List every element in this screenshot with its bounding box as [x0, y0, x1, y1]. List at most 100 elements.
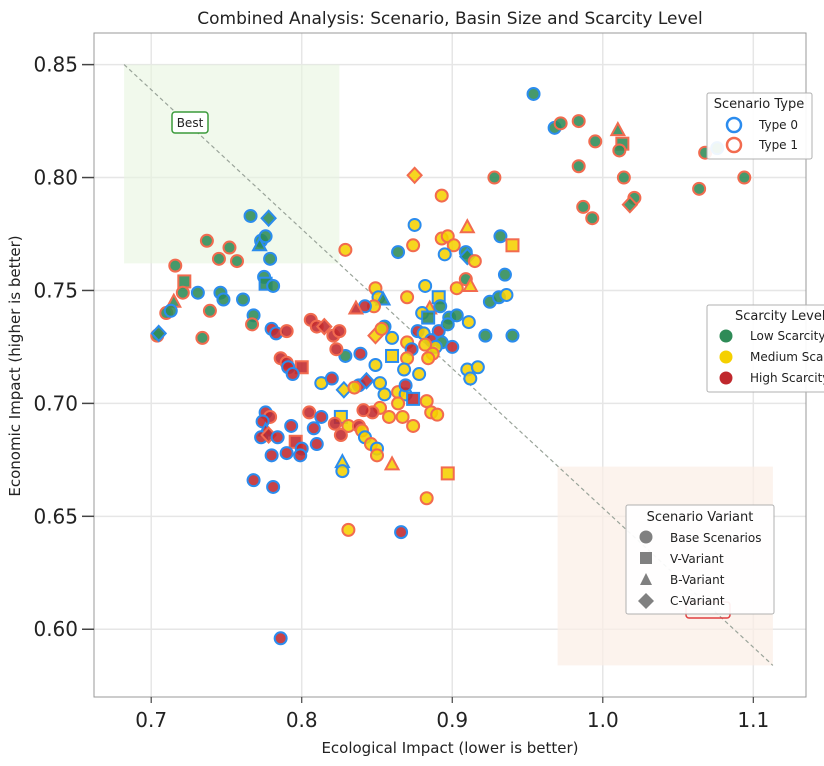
data-point-base: [211, 251, 226, 266]
legend-base-label: Base Scenarios: [670, 531, 761, 545]
data-point-base: [374, 321, 389, 336]
data-point-base: [175, 285, 190, 300]
legend-v-marker: [640, 552, 652, 564]
legend-scarcity-title: Scarcity Level: [735, 309, 824, 324]
data-point-base: [199, 233, 214, 248]
data-point-base: [243, 208, 258, 223]
data-point-v-variant: [294, 360, 309, 375]
data-point-base: [692, 181, 707, 196]
best-region: [124, 64, 340, 264]
data-point-base: [377, 387, 392, 402]
data-point-base: [478, 328, 493, 343]
x-tick-label: 0.9: [436, 708, 468, 732]
data-point-base: [338, 348, 353, 363]
y-tick-label: 0.75: [33, 278, 78, 302]
data-point-base: [397, 362, 412, 377]
data-point-base: [302, 405, 317, 420]
data-point-base: [341, 522, 356, 537]
data-point-base: [391, 396, 406, 411]
data-point-base: [576, 199, 591, 214]
data-point-c-variant: [315, 317, 333, 336]
data-point-base: [418, 337, 433, 352]
data-point-base: [230, 254, 245, 269]
data-point-base: [395, 409, 410, 424]
legend-scarcity-level: Scarcity Level Low Scarcity Medium Scarc…: [706, 304, 824, 393]
data-point-base: [616, 170, 631, 185]
x-tick-label: 1.1: [737, 708, 769, 732]
data-point-base: [505, 328, 520, 343]
legend-low-label: Low Scarcity: [750, 329, 824, 343]
data-point-v-variant: [421, 310, 436, 325]
data-point-b-variant: [459, 218, 476, 234]
data-point-base: [264, 448, 279, 463]
data-point-base: [400, 290, 415, 305]
data-point-base: [347, 380, 362, 395]
x-axis-title: Ecological Impact (lower is better): [321, 739, 578, 757]
data-point-base: [285, 367, 300, 382]
data-point-base: [202, 303, 217, 318]
legend-variant-box: [625, 504, 775, 615]
data-point-base: [270, 430, 285, 445]
data-point-base: [470, 360, 485, 375]
data-point-base: [419, 394, 434, 409]
data-point-base: [571, 114, 586, 129]
data-point-base: [571, 159, 586, 174]
data-point-base: [327, 416, 342, 431]
data-point-base: [461, 315, 476, 330]
data-point-v-variant: [440, 466, 455, 481]
data-point-base: [266, 479, 281, 494]
legend-c-label: C-Variant: [670, 594, 725, 608]
data-point-base: [430, 407, 445, 422]
data-point-base: [353, 346, 368, 361]
data-point-base: [421, 351, 436, 366]
best-label-box: [171, 111, 209, 134]
legend-scenario-variant: Scenario Variant Base Scenarios V-Varian…: [625, 504, 775, 615]
y-tick-label: 0.70: [33, 391, 78, 415]
x-tick-label: 0.7: [135, 708, 167, 732]
data-point-base: [324, 371, 339, 386]
data-point-base: [440, 317, 455, 332]
data-point-base: [400, 351, 415, 366]
data-point-v-variant: [505, 238, 520, 253]
data-point-base: [329, 342, 344, 357]
data-point-base: [369, 448, 384, 463]
data-point-base: [279, 324, 294, 339]
data-point-b-variant: [374, 290, 392, 306]
data-point-base: [612, 143, 627, 158]
data-point-b-variant: [347, 299, 365, 315]
data-point-base: [526, 86, 541, 101]
data-point-base: [263, 251, 278, 266]
data-point-base: [497, 267, 512, 282]
chart-title: Combined Analysis: Scenario, Basin Size …: [197, 9, 702, 29]
data-point-base: [394, 525, 409, 540]
axis-ticks: 0.7 0.8 0.9 1.0 1.1 0.60 0.65 0.70 0.75 0.80 0.85: [33, 53, 769, 732]
data-point-base: [406, 238, 421, 253]
data-point-base: [588, 134, 603, 149]
data-point-base: [467, 254, 482, 269]
legend-b-label: B-Variant: [670, 573, 725, 587]
data-point-base: [553, 116, 568, 131]
data-point-b-variant: [609, 121, 627, 137]
data-point-base: [446, 238, 461, 253]
legend-b-marker: [640, 573, 652, 585]
data-point-base: [463, 371, 478, 386]
data-point-base: [406, 418, 421, 433]
y-tick-label: 0.80: [33, 166, 78, 190]
data-point-base: [407, 217, 422, 232]
data-point-b-variant: [383, 455, 401, 471]
data-point-base: [258, 229, 273, 244]
data-point-base: [382, 409, 397, 424]
data-point-base: [332, 324, 347, 339]
data-point-base: [195, 330, 210, 345]
data-point-base: [385, 330, 400, 345]
data-point-base: [373, 376, 388, 391]
data-point-base: [391, 245, 406, 260]
data-point-base: [222, 240, 237, 255]
y-tick-label: 0.60: [33, 617, 78, 641]
best-label: Best: [177, 116, 204, 130]
data-point-base: [437, 247, 452, 262]
legend-v-label: V-Variant: [670, 552, 724, 566]
legend-scarcity-box: [706, 304, 824, 393]
data-point-b-variant: [251, 236, 268, 252]
data-point-base: [449, 281, 464, 296]
